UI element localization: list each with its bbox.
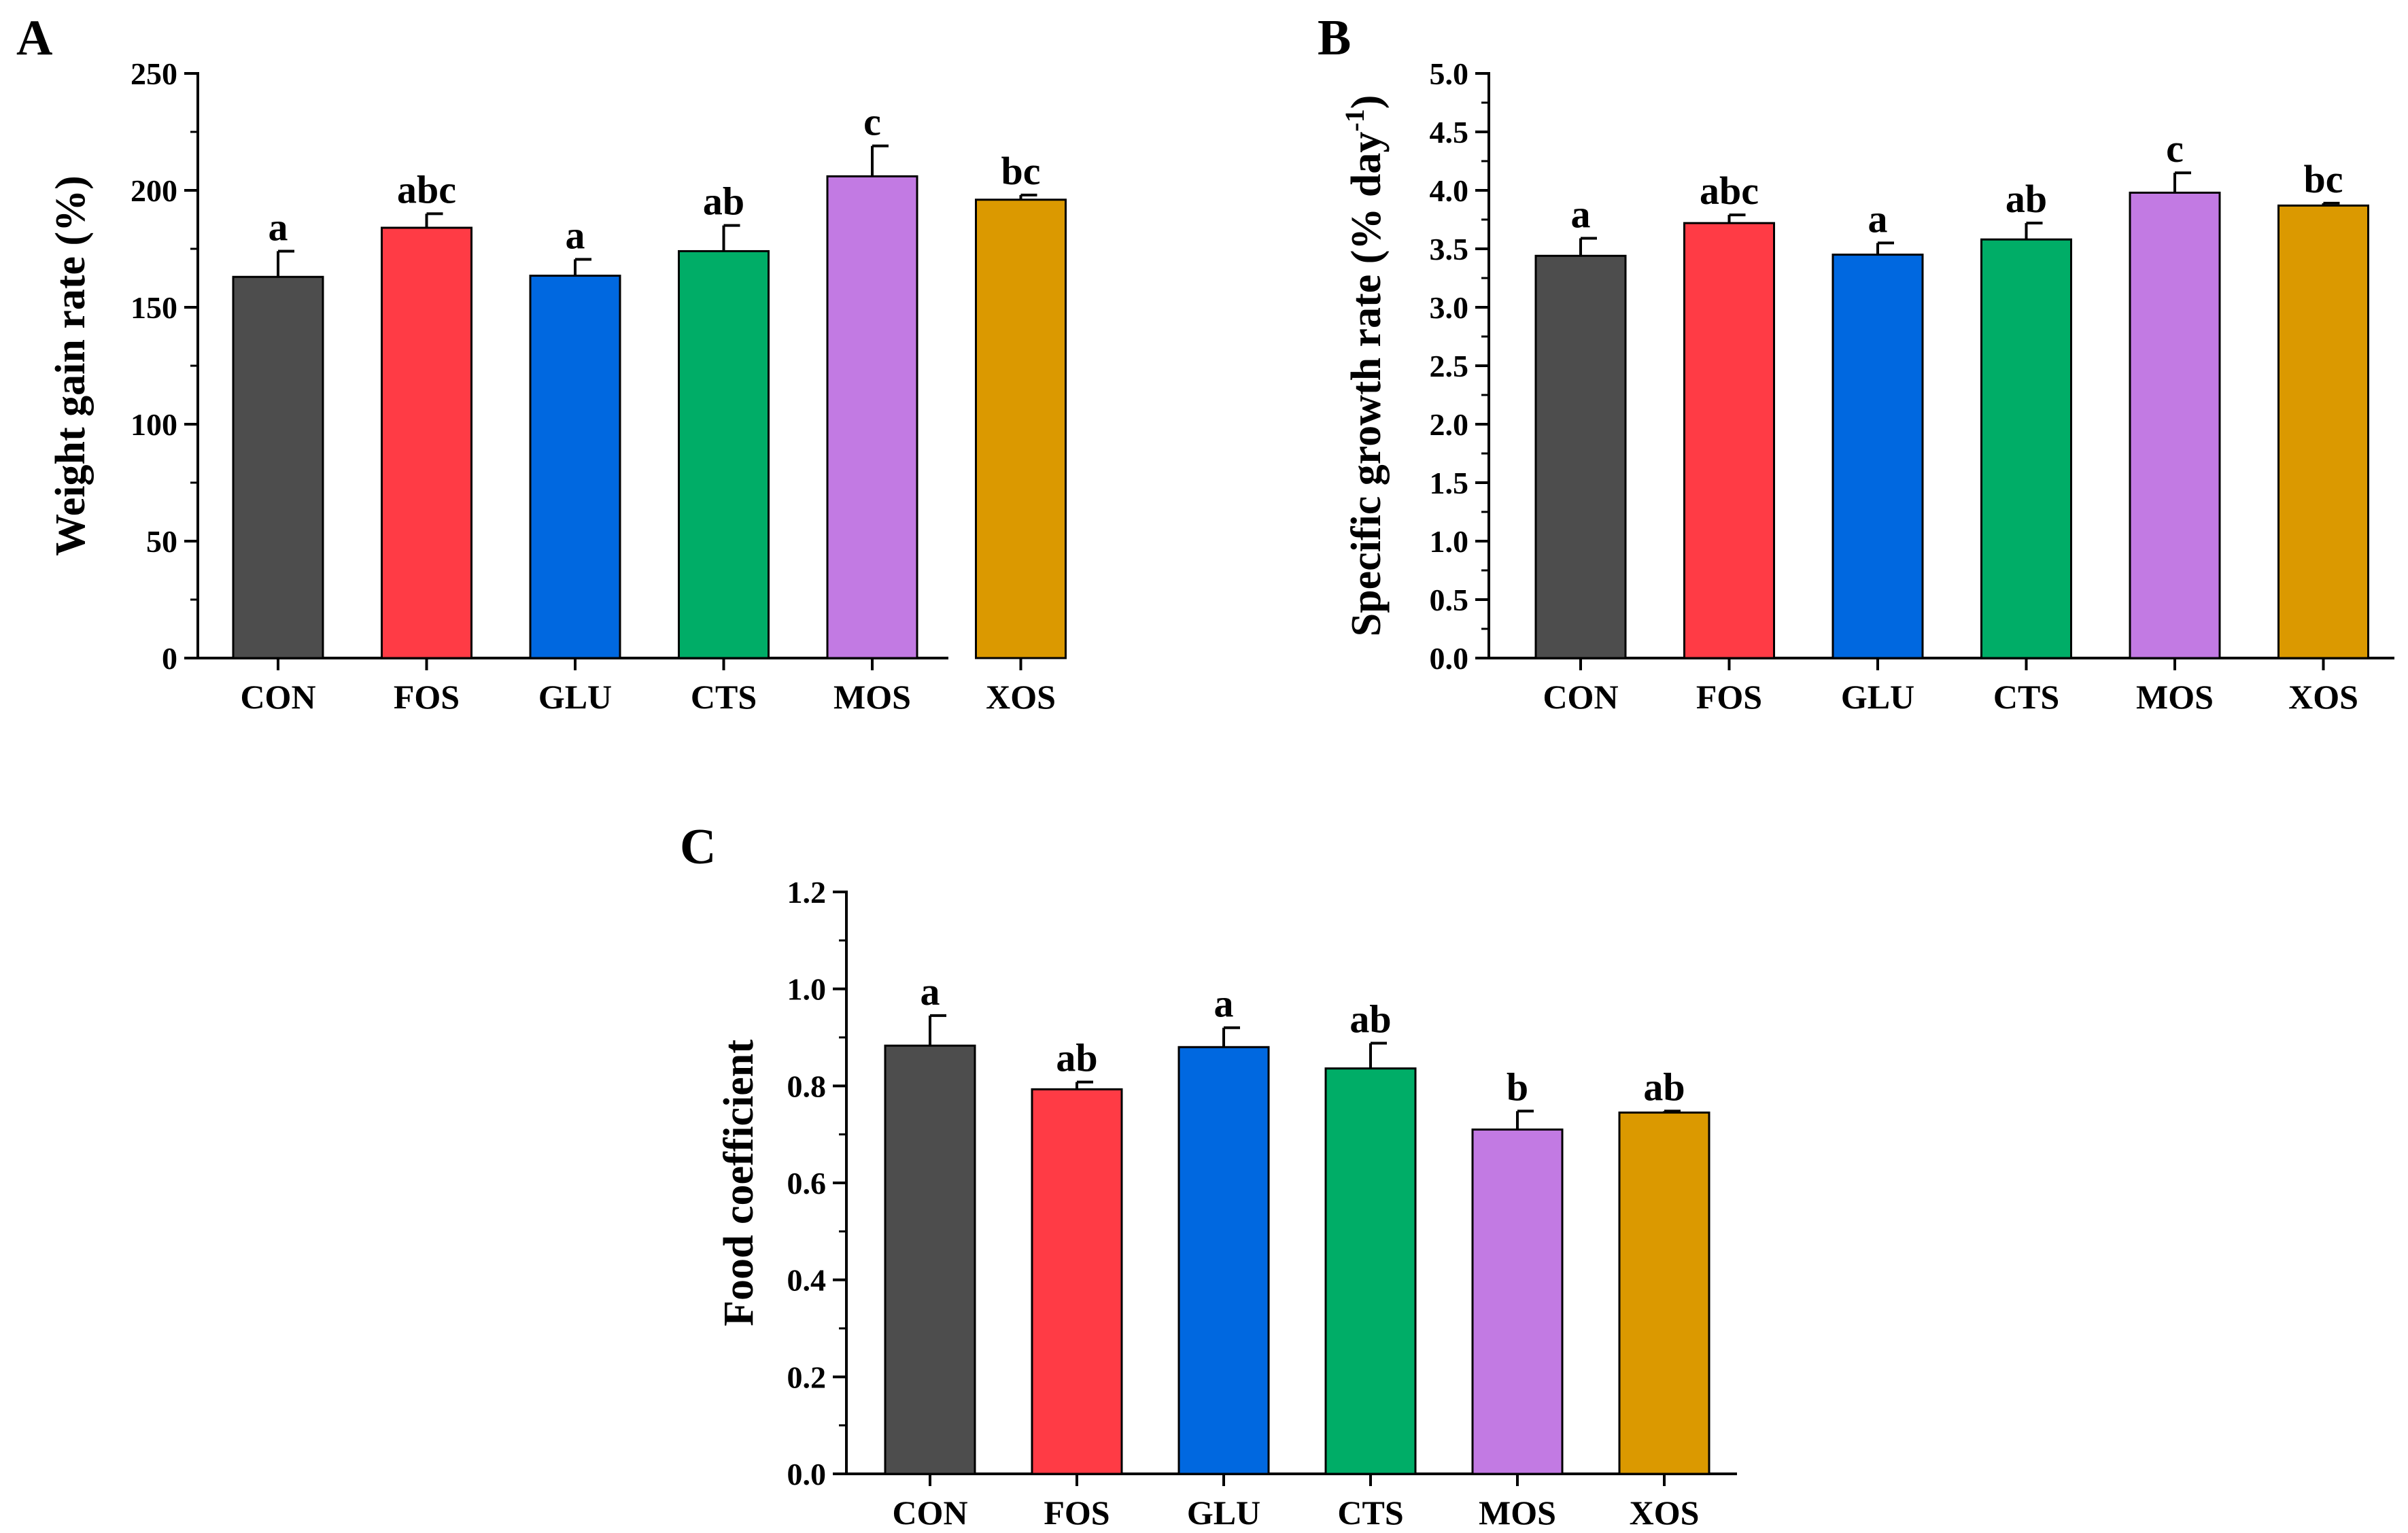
x-tick-label: GLU bbox=[1841, 678, 1914, 716]
y-tick-label: 3.5 bbox=[1430, 232, 1469, 266]
bar-con bbox=[884, 1044, 976, 1475]
significance-label: a bbox=[566, 213, 585, 257]
y-axis-title: Weight gain rate (%) bbox=[48, 175, 94, 556]
bar-glu bbox=[1177, 1046, 1270, 1475]
bar-xos bbox=[975, 199, 1067, 659]
y-tick-label: 0.0 bbox=[1430, 641, 1469, 676]
y-tick-label: 0.8 bbox=[787, 1069, 827, 1103]
bar-mos bbox=[826, 175, 918, 659]
bar-fos bbox=[1031, 1088, 1123, 1475]
y-tick-label: 5.0 bbox=[1430, 56, 1469, 91]
x-tick-label: GLU bbox=[538, 678, 612, 716]
y-tick-label: 50 bbox=[146, 524, 177, 559]
bar-fos bbox=[1683, 222, 1775, 659]
y-tick-label: 0 bbox=[162, 641, 177, 676]
bar-con bbox=[1534, 254, 1627, 659]
y-tick-label: 0.0 bbox=[787, 1457, 827, 1492]
significance-label: c bbox=[2166, 126, 2184, 171]
bar-fos bbox=[381, 226, 472, 659]
x-tick-label: XOS bbox=[986, 678, 1056, 716]
x-tick-label: FOS bbox=[1044, 1494, 1110, 1532]
y-tick-label: 1.0 bbox=[1430, 524, 1469, 559]
significance-label: a bbox=[1214, 982, 1234, 1026]
x-tick-label: XOS bbox=[2288, 678, 2358, 716]
x-tick-label: MOS bbox=[2136, 678, 2214, 716]
y-tick-label: 0.5 bbox=[1430, 583, 1469, 617]
x-tick-label: FOS bbox=[1696, 678, 1762, 716]
y-tick-label: 100 bbox=[131, 407, 177, 442]
bar-cts bbox=[1324, 1067, 1417, 1475]
y-tick-label: 1.0 bbox=[787, 972, 827, 1007]
x-tick-label: CTS bbox=[1993, 678, 2059, 716]
significance-label: ab bbox=[2006, 177, 2047, 221]
significance-label: a bbox=[921, 969, 940, 1014]
significance-label: a bbox=[1571, 192, 1591, 237]
panel-label: A bbox=[16, 10, 52, 66]
bar-con bbox=[232, 275, 324, 659]
x-tick-label: CTS bbox=[1337, 1494, 1403, 1532]
bar-xos bbox=[1618, 1112, 1710, 1475]
y-axis-title: Specific growth rate (% day-1) bbox=[1339, 95, 1390, 637]
y-tick-label: 0.6 bbox=[787, 1166, 827, 1201]
significance-label: a bbox=[1868, 196, 1888, 241]
y-tick-label: 0.4 bbox=[787, 1263, 827, 1298]
panel-label: B bbox=[1318, 10, 1351, 66]
significance-label: bc bbox=[1001, 149, 1041, 193]
x-tick-label: MOS bbox=[833, 678, 911, 716]
y-tick-label: 200 bbox=[131, 173, 177, 208]
x-tick-label: MOS bbox=[1479, 1494, 1556, 1532]
chart-panel-b: B 0.0 0.5 1.0 1.5 2.0 2.5 3.0 3.5 4.0 4.5 5.0 Specif… bbox=[1318, 10, 2394, 716]
bar-cts bbox=[1980, 238, 2072, 659]
y-tick-label: 1.2 bbox=[787, 875, 827, 910]
y-tick-label: 2.0 bbox=[1430, 407, 1469, 442]
significance-label: ab bbox=[1349, 997, 1391, 1041]
chart-panel-a: A 0 50 100 150 200 250 Weight gain rate (%) CON a… bbox=[16, 10, 1067, 716]
y-tick-label: 250 bbox=[131, 56, 177, 91]
x-tick-label: FOS bbox=[394, 678, 460, 716]
significance-label: b bbox=[1507, 1065, 1528, 1109]
significance-label: c bbox=[863, 100, 881, 144]
bar-xos bbox=[2277, 204, 2369, 659]
y-tick-label: 3.0 bbox=[1430, 290, 1469, 325]
significance-label: abc bbox=[1700, 169, 1759, 213]
bar-mos bbox=[2129, 191, 2221, 659]
y-tick-label: 150 bbox=[131, 290, 177, 325]
y-axis-title: Food coefficient bbox=[716, 1039, 762, 1326]
significance-label: ab bbox=[1056, 1036, 1097, 1080]
significance-label: ab bbox=[1643, 1065, 1685, 1109]
y-tick-label: 4.5 bbox=[1430, 115, 1469, 150]
significance-label: a bbox=[269, 205, 288, 249]
significance-label: ab bbox=[703, 179, 744, 224]
x-tick-label: GLU bbox=[1187, 1494, 1260, 1532]
x-tick-label: CON bbox=[240, 678, 315, 716]
bar-glu bbox=[1831, 254, 1924, 659]
chart-panel-c: C 0.0 0.2 0.4 0.6 0.8 1.0 1.2 Food coefficient CO… bbox=[680, 819, 1737, 1532]
bar-mos bbox=[1471, 1129, 1564, 1475]
x-tick-label: CTS bbox=[691, 678, 757, 716]
y-tick-label: 2.5 bbox=[1430, 349, 1469, 383]
y-tick-label: 0.2 bbox=[787, 1360, 827, 1394]
panel-label: C bbox=[680, 819, 716, 875]
significance-label: bc bbox=[2304, 157, 2343, 201]
x-tick-label: CON bbox=[1543, 678, 1618, 716]
bar-glu bbox=[529, 275, 621, 659]
y-tick-label: 1.5 bbox=[1430, 466, 1469, 500]
x-tick-label: XOS bbox=[1630, 1494, 1700, 1532]
significance-label: abc bbox=[397, 167, 456, 211]
bar-cts bbox=[678, 249, 770, 659]
x-tick-label: CON bbox=[892, 1494, 967, 1532]
y-tick-label: 4.0 bbox=[1430, 173, 1469, 208]
